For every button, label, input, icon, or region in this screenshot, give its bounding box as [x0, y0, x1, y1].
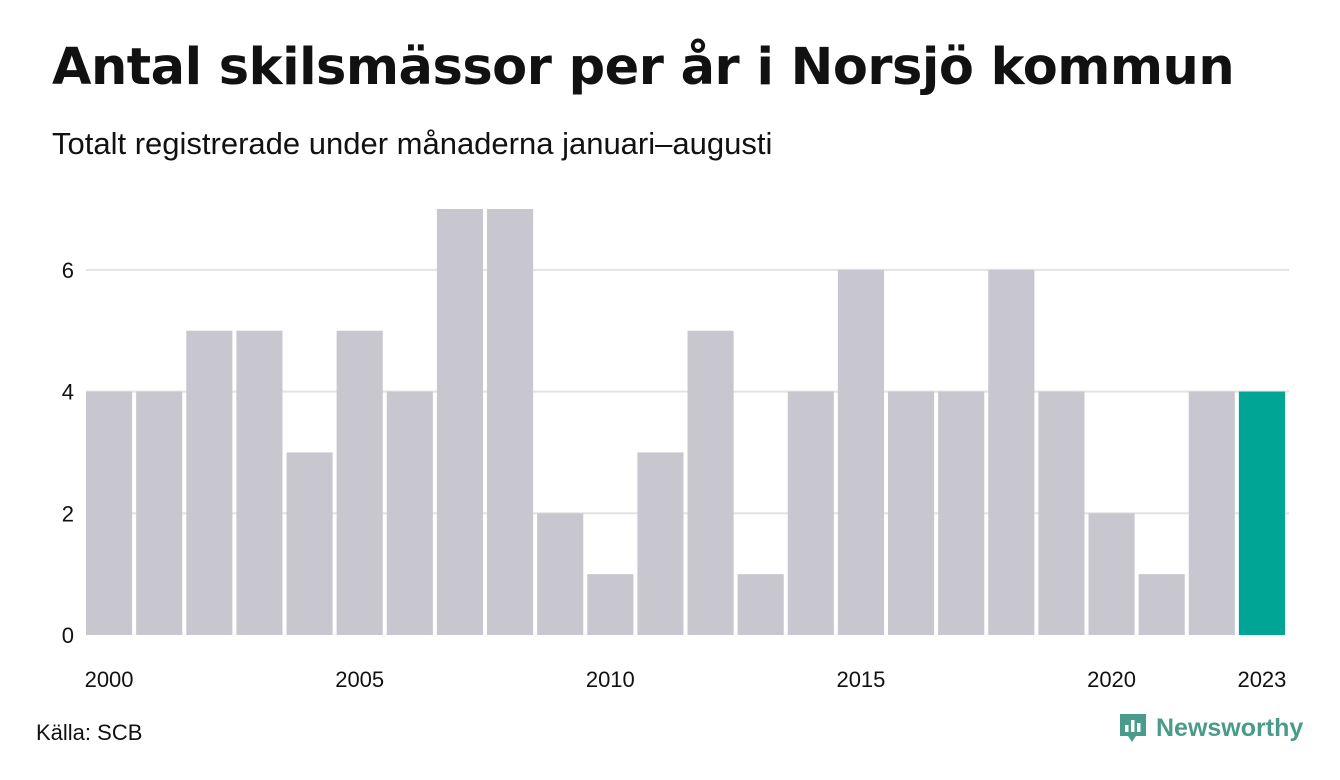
x-tick-label: 2000 [85, 667, 134, 692]
bar-2000 [86, 391, 133, 635]
bar-2023 [1238, 391, 1285, 635]
bar-2009 [537, 513, 584, 635]
bar-2015 [837, 269, 884, 635]
bar-chart: 0 2 4 6 2000 2005 2010 2015 2020 2023 [62, 209, 1289, 692]
bar-2006 [386, 391, 433, 635]
source-note: Källa: SCB [36, 720, 143, 745]
y-axis-ticks: 0 2 4 6 [62, 258, 74, 648]
bar-2020 [1088, 513, 1135, 635]
bar-2013 [737, 574, 784, 635]
x-axis-ticks: 2000 2005 2010 2015 2020 2023 [85, 667, 1287, 692]
x-tick-label: 2010 [586, 667, 635, 692]
bar-2011 [637, 452, 684, 635]
chart-subtitle: Totalt registrerade under månaderna janu… [52, 126, 773, 161]
bar-2005 [336, 330, 383, 635]
newsworthy-logo-icon [1120, 714, 1146, 742]
brand-name: Newsworthy [1156, 713, 1304, 742]
y-tick-label: 0 [62, 623, 74, 648]
bar-2003 [236, 330, 283, 635]
bar-2014 [787, 391, 834, 635]
x-tick-label: 2020 [1087, 667, 1136, 692]
bar-2001 [136, 391, 183, 635]
bar-2008 [487, 209, 534, 635]
y-tick-label: 4 [62, 380, 74, 405]
bar-2018 [988, 269, 1035, 635]
bar-2017 [938, 391, 985, 635]
y-tick-label: 2 [62, 501, 74, 526]
bar-2010 [587, 574, 634, 635]
bar-2004 [286, 452, 333, 635]
bar-2016 [888, 391, 935, 635]
bar-2012 [687, 330, 734, 635]
chart-title: Antal skilsmässor per år i Norsjö kommun [52, 38, 1235, 97]
bar-2022 [1188, 391, 1235, 635]
x-tick-label: 2015 [836, 667, 885, 692]
bar-2019 [1038, 391, 1085, 635]
bar-2007 [436, 209, 483, 635]
bars [86, 209, 1285, 635]
newsworthy-logo: Newsworthy [1118, 712, 1303, 744]
bar-2002 [186, 330, 233, 635]
y-tick-label: 6 [62, 258, 74, 283]
bar-2021 [1138, 574, 1185, 635]
x-tick-label: 2005 [335, 667, 384, 692]
x-tick-label: 2023 [1237, 667, 1286, 692]
